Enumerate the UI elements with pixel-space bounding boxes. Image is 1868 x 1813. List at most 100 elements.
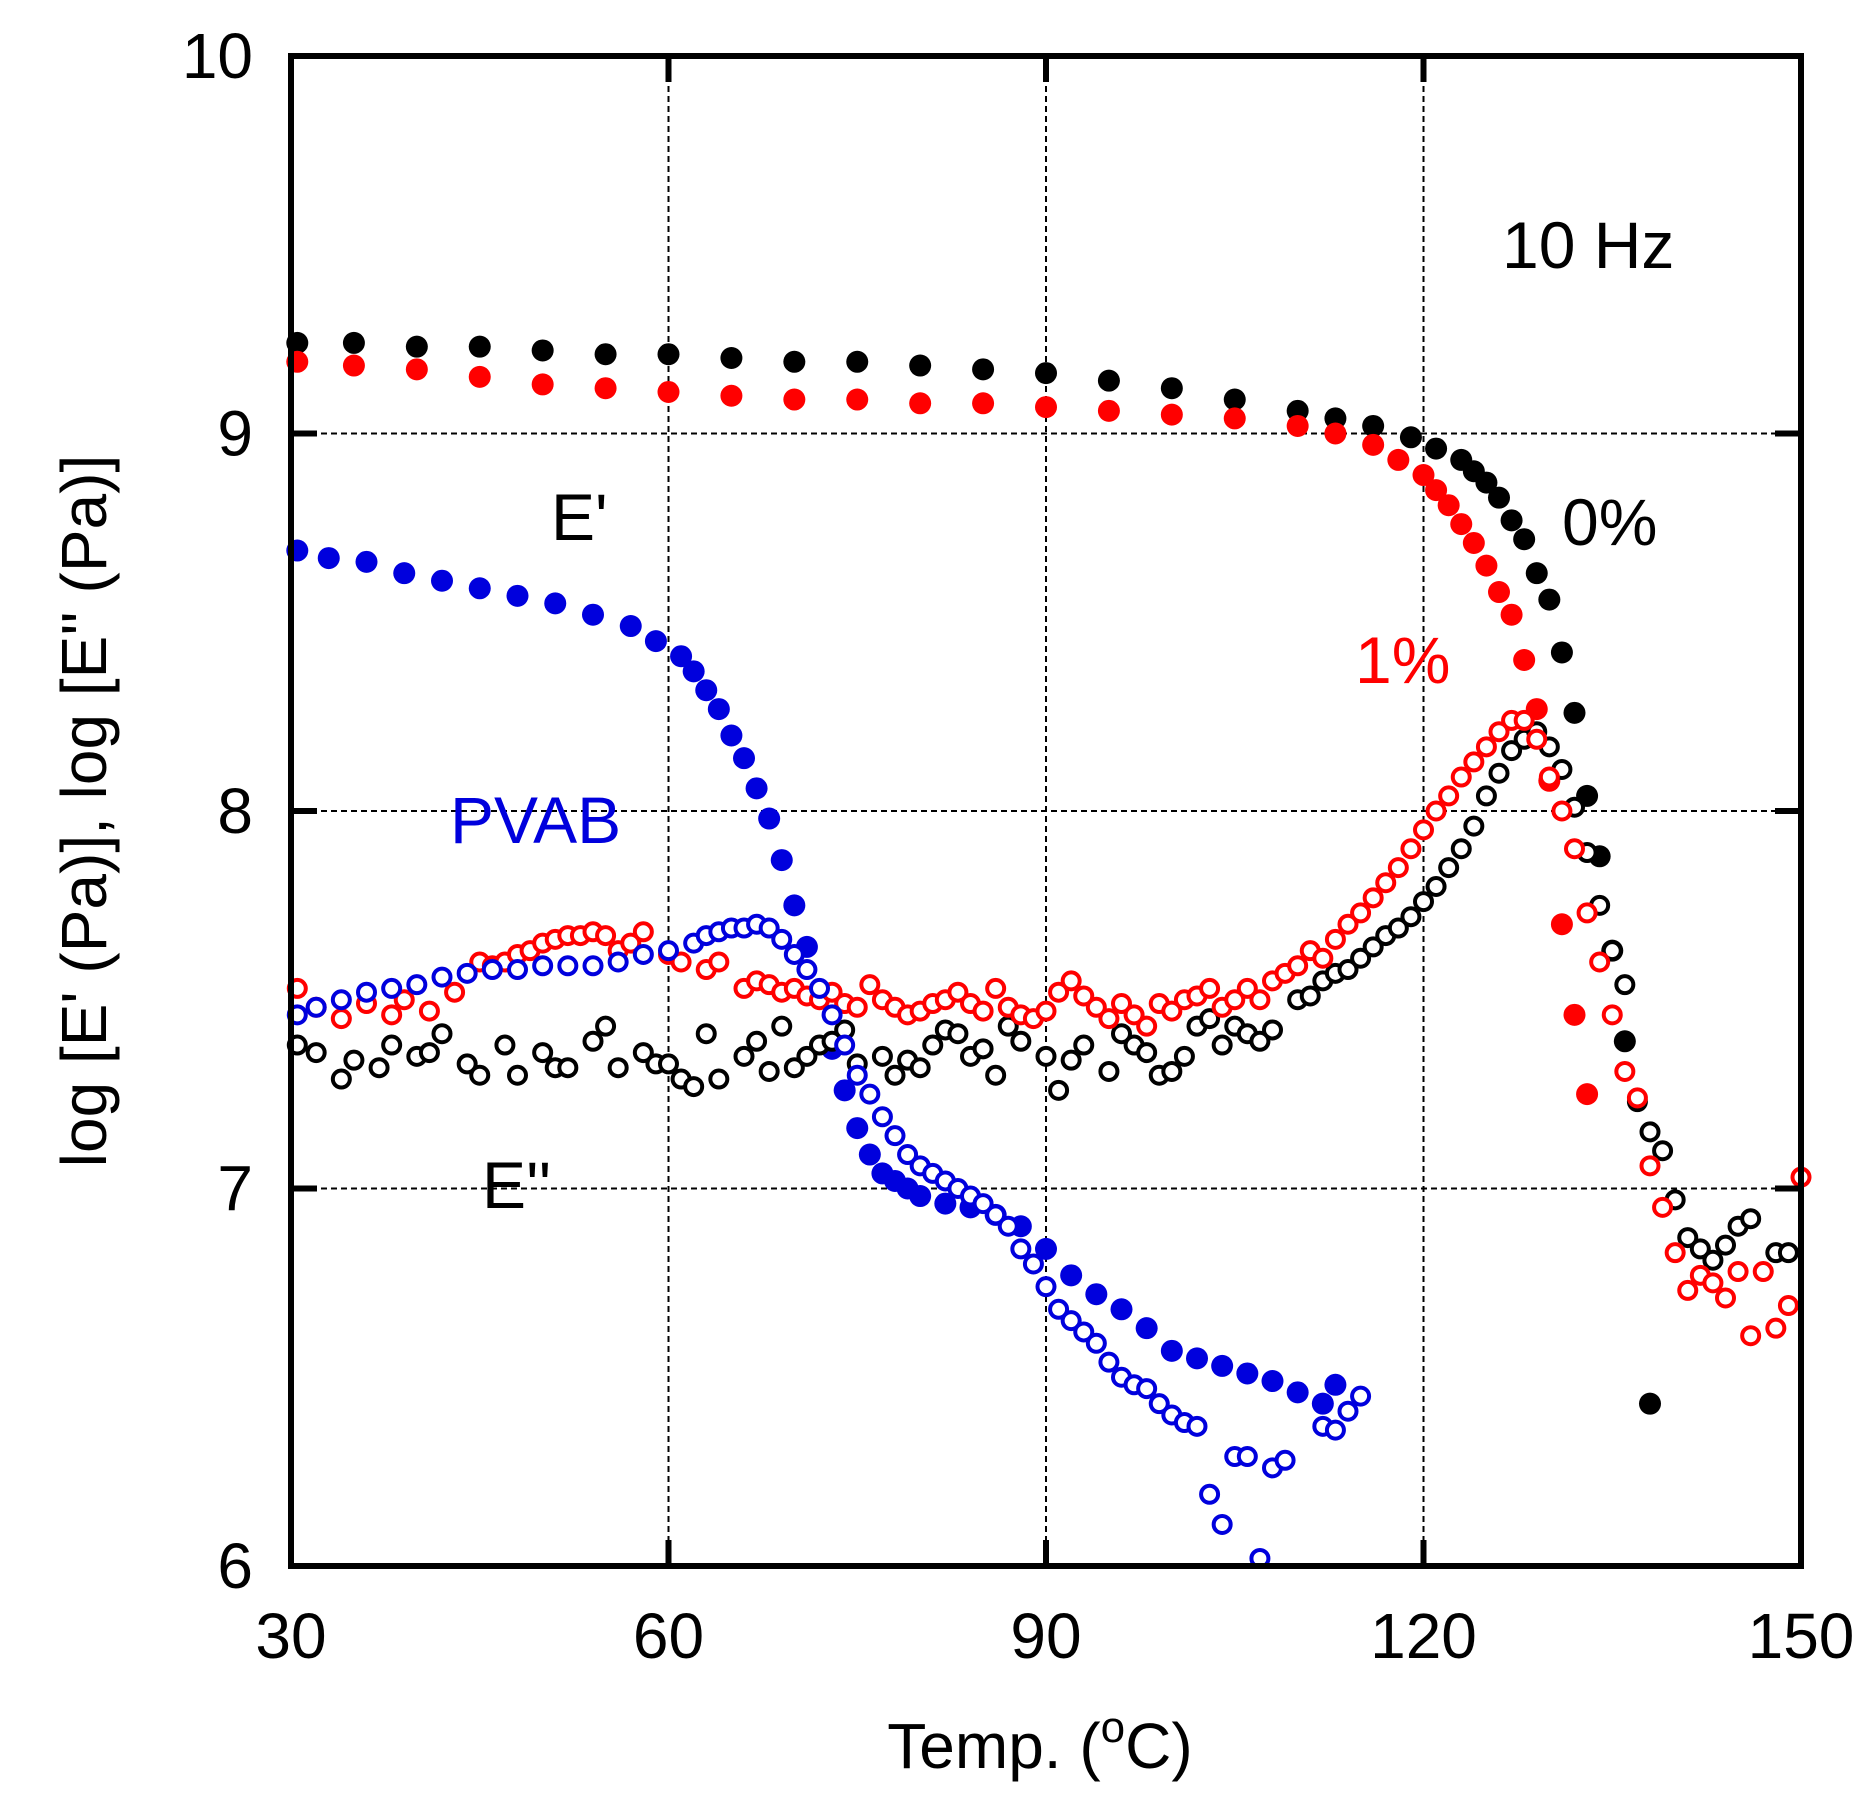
data-point xyxy=(1626,1087,1648,1109)
x-tick-label: 60 xyxy=(633,1600,704,1672)
data-point xyxy=(1035,362,1057,385)
data-point xyxy=(1639,1392,1661,1415)
data-point xyxy=(1337,913,1359,935)
data-point xyxy=(1022,1253,1044,1275)
data-point xyxy=(1337,959,1359,981)
data-point xyxy=(1236,1446,1258,1468)
data-point xyxy=(1249,989,1271,1011)
data-point xyxy=(922,1034,944,1056)
data-point xyxy=(1362,433,1385,456)
data-point xyxy=(1563,1003,1586,1026)
data-point xyxy=(1085,1283,1108,1306)
data-point xyxy=(846,350,869,373)
data-point xyxy=(997,1215,1019,1237)
data-point xyxy=(1035,1000,1057,1022)
data-point xyxy=(582,603,604,626)
data-point xyxy=(343,1049,365,1071)
data-point xyxy=(1211,1513,1233,1535)
data-point xyxy=(557,1057,579,1079)
data-point xyxy=(1463,751,1485,773)
data-point xyxy=(1413,891,1434,913)
data-point xyxy=(972,358,995,381)
data-point xyxy=(1601,940,1623,962)
data-point xyxy=(909,1057,931,1079)
y-axis-title: log [E' (Pa)], log [E'' (Pa)] xyxy=(48,455,120,1167)
data-point xyxy=(381,1034,403,1056)
data-point xyxy=(1073,1321,1095,1343)
data-point xyxy=(1399,426,1422,449)
data-point xyxy=(1677,1279,1699,1301)
series-pvab-e- xyxy=(286,913,1372,1569)
data-point xyxy=(1677,1227,1699,1249)
data-point xyxy=(1236,977,1258,999)
y-tick-label: 10 xyxy=(182,20,253,92)
data-point xyxy=(1286,414,1309,437)
data-point xyxy=(1413,819,1434,841)
data-point xyxy=(695,679,718,702)
data-point xyxy=(909,1185,932,1208)
data-point xyxy=(1551,800,1573,822)
data-point xyxy=(431,966,453,988)
data-point xyxy=(1199,1008,1221,1030)
data-point xyxy=(1249,1030,1271,1052)
data-point xyxy=(834,1034,856,1056)
data-point xyxy=(733,747,755,770)
data-point xyxy=(317,547,340,570)
data-point xyxy=(707,698,730,721)
data-point xyxy=(1337,1400,1359,1422)
data-point xyxy=(1324,422,1347,445)
data-point xyxy=(657,343,680,366)
data-point xyxy=(1475,471,1498,494)
data-point xyxy=(1098,1008,1120,1030)
data-point xyxy=(1135,1317,1158,1340)
data-point xyxy=(1362,887,1384,909)
data-point xyxy=(947,981,969,1003)
data-point xyxy=(1488,721,1510,743)
data-point xyxy=(1111,1023,1132,1045)
data-point xyxy=(1450,766,1472,788)
data-point xyxy=(909,392,932,415)
data-point xyxy=(858,1143,881,1166)
data-point xyxy=(607,951,629,973)
data-point xyxy=(1035,396,1057,419)
data-point xyxy=(1652,1140,1674,1162)
data-point xyxy=(456,962,478,984)
data-point xyxy=(418,1000,440,1022)
data-point xyxy=(507,959,528,981)
data-point xyxy=(544,592,567,615)
data-point xyxy=(368,1057,390,1079)
data-point xyxy=(1136,1378,1158,1400)
data-point xyxy=(809,977,830,999)
data-point xyxy=(1073,1034,1095,1056)
annotation-zero-pct: 0% xyxy=(1562,485,1657,559)
data-point xyxy=(1550,913,1573,936)
data-point xyxy=(1689,1238,1711,1260)
y-tick-label: 8 xyxy=(217,775,253,847)
data-point xyxy=(1035,1276,1057,1298)
data-point xyxy=(1614,1060,1636,1082)
data-point xyxy=(1727,1261,1749,1283)
data-point xyxy=(381,977,403,999)
data-point xyxy=(1173,1045,1195,1067)
data-point xyxy=(1438,857,1460,879)
data-point xyxy=(1425,800,1447,822)
data-point xyxy=(1564,838,1585,860)
data-point xyxy=(582,955,604,977)
data-point xyxy=(342,331,365,354)
data-point xyxy=(1312,947,1334,969)
data-point xyxy=(1438,785,1460,807)
data-point xyxy=(658,940,679,962)
data-point xyxy=(531,373,554,396)
data-point xyxy=(985,1204,1007,1226)
data-point xyxy=(985,977,1007,999)
data-point xyxy=(406,974,428,996)
data-point xyxy=(481,959,503,981)
data-point xyxy=(1513,709,1535,731)
y-tick-label: 7 xyxy=(217,1153,253,1225)
data-point xyxy=(846,1117,869,1140)
data-point xyxy=(1098,1351,1120,1373)
data-point xyxy=(783,350,806,373)
data-point xyxy=(1488,581,1510,604)
data-point xyxy=(1589,951,1611,973)
